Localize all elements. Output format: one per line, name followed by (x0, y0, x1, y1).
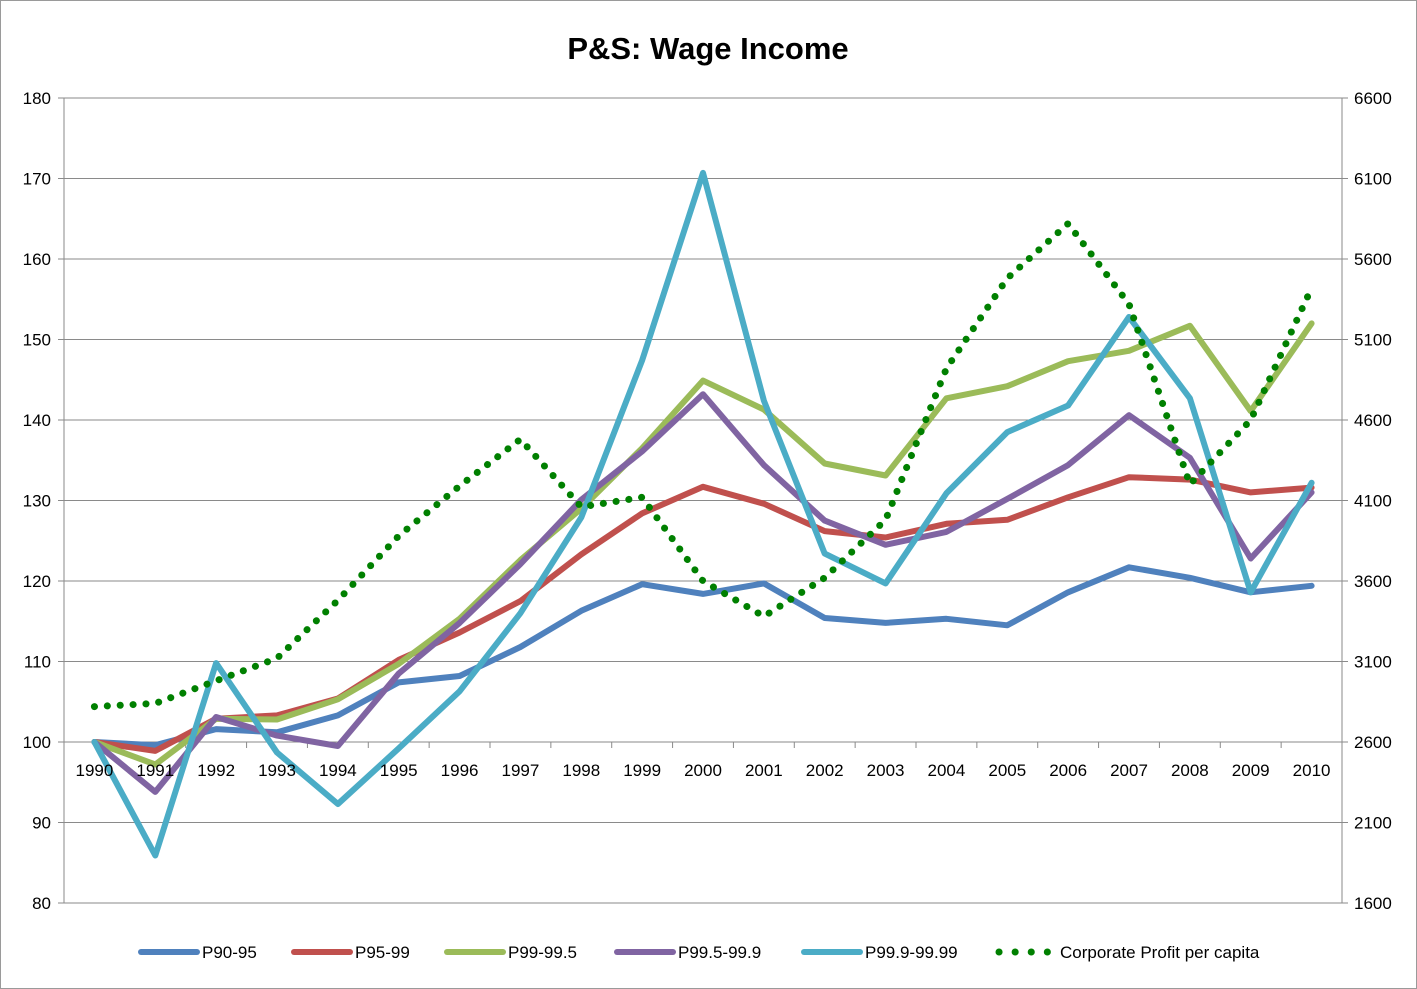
right-tick-label: 6100 (1354, 170, 1392, 189)
series-line-0 (91, 564, 1315, 749)
left-tick-label: 150 (23, 331, 51, 350)
right-axis-ticks: 1600 2100 2600 3100 3600 4100 4600 5100 5600 6100… (1354, 89, 1392, 913)
grid-lines (64, 97, 1342, 904)
left-tick-label: 140 (23, 411, 51, 430)
left-tick-label: 80 (32, 894, 51, 913)
x-tick-label: 1999 (623, 761, 661, 780)
series-line-1 (91, 474, 1315, 754)
x-tick-label: 1995 (380, 761, 418, 780)
left-tick-label: 180 (23, 89, 51, 108)
x-tick-label: 1994 (319, 761, 357, 780)
x-tick-label: 2006 (1049, 761, 1087, 780)
x-tick-label: 1998 (562, 761, 600, 780)
left-tick-label: 120 (23, 572, 51, 591)
right-tick-label: 3100 (1354, 653, 1392, 672)
x-tick-label: 2003 (867, 761, 905, 780)
right-tick-label: 3600 (1354, 572, 1392, 591)
left-axis-ticks: 80 90 100 110 120 130 140 150 160 170 180 (23, 89, 51, 913)
x-tick-label: 2008 (1171, 761, 1209, 780)
legend-item: P99.5-99.9 (614, 943, 761, 962)
legend: P90-95 P95-99 P99-99.5 P99.5-99.9 P99.9-99.9… (138, 943, 1260, 962)
chart-title: P&S: Wage Income (567, 31, 848, 66)
left-tick-label: 170 (23, 170, 51, 189)
x-tick-label: 2005 (988, 761, 1026, 780)
right-tick-label: 5100 (1354, 331, 1392, 350)
series-line-3 (91, 391, 1315, 795)
left-tick-label: 160 (23, 250, 51, 269)
series-line-2 (91, 320, 1315, 768)
left-tick-label: 130 (23, 492, 51, 511)
right-tick-label: 5600 (1354, 250, 1392, 269)
x-tick-label: 1997 (502, 761, 540, 780)
x-tick-label: 2002 (806, 761, 844, 780)
x-tick-label: 2000 (684, 761, 722, 780)
x-tick-label: 2004 (928, 761, 966, 780)
x-tick-label: 1996 (441, 761, 479, 780)
legend-label: P90-95 (202, 943, 257, 962)
legend-item: P99-99.5 (444, 943, 577, 962)
x-tick-label: 1992 (197, 761, 235, 780)
legend-label: P99-99.5 (508, 943, 577, 962)
right-tick-label: 6600 (1354, 89, 1392, 108)
legend-label: P99.9-99.99 (865, 943, 958, 962)
x-tick-label: 1993 (258, 761, 296, 780)
left-tick-label: 110 (24, 653, 51, 672)
x-tick-label: 1990 (76, 761, 114, 780)
x-tick-label: 2001 (745, 761, 783, 780)
x-tick-label: 2010 (1293, 761, 1331, 780)
right-tick-label: 2600 (1354, 733, 1392, 752)
left-tick-label: 100 (23, 733, 51, 752)
series-line-5 (90, 220, 1316, 711)
x-tick-label: 1991 (136, 761, 174, 780)
legend-item: P90-95 (138, 943, 257, 962)
x-axis-ticks: 1990 1991 1992 1993 1994 1995 1996 1997 1998 1999… (76, 761, 1331, 780)
x-tick-label: 2009 (1232, 761, 1270, 780)
right-tick-label: 4100 (1354, 492, 1392, 511)
legend-item: P99.9-99.99 (801, 943, 958, 962)
right-tick-label: 2100 (1354, 814, 1392, 833)
legend-label: P99.5-99.9 (678, 943, 761, 962)
legend-label: P95-99 (355, 943, 410, 962)
left-tick-label: 90 (32, 814, 51, 833)
series-lines (90, 169, 1316, 859)
legend-item: Corporate Profit per capita (995, 943, 1260, 962)
x-tick-label: 2007 (1110, 761, 1148, 780)
series-line-4 (91, 169, 1315, 859)
legend-label: Corporate Profit per capita (1060, 943, 1260, 962)
right-tick-label: 1600 (1354, 894, 1392, 913)
right-tick-label: 4600 (1354, 411, 1392, 430)
legend-item: P95-99 (291, 943, 410, 962)
axes (58, 97, 1348, 904)
